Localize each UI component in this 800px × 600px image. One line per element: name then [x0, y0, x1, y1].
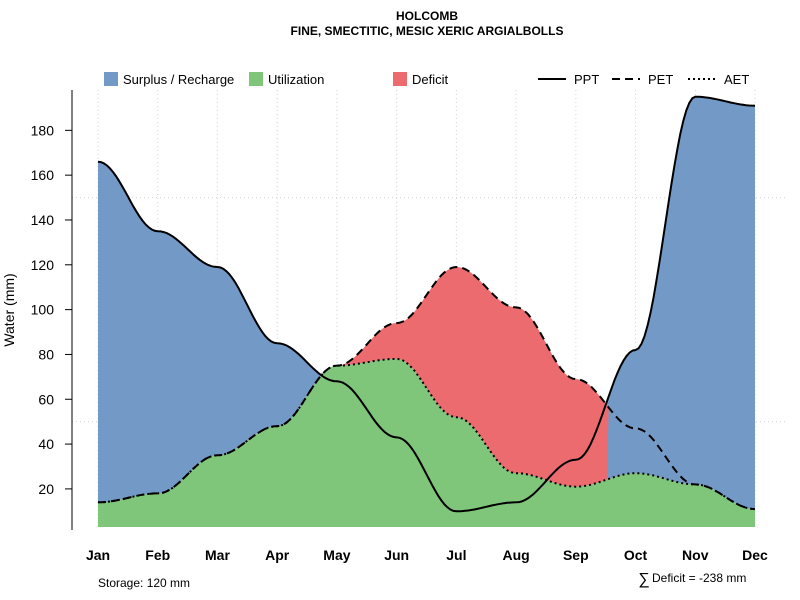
deficit-area [98, 267, 755, 510]
y-tick-label: 180 [31, 122, 55, 138]
x-tick-label: May [323, 547, 350, 563]
chart-title: HOLCOMB [396, 9, 458, 23]
y-tick-label: 160 [31, 167, 55, 183]
x-tick-label: Jan [86, 547, 110, 563]
legend-label: Surplus / Recharge [123, 72, 234, 87]
chart-subtitle: FINE, SMECTITIC, MESIC XERIC ARGIALBOLLS [291, 24, 564, 38]
y-tick-label: 40 [38, 436, 54, 452]
deficit-sum-symbol: ∑ [638, 571, 649, 588]
legend: Surplus / Recharge Utilization Deficit PPT P… [104, 72, 749, 87]
x-tick-label: Aug [502, 547, 529, 563]
x-tick-label: Sep [563, 547, 589, 563]
series-pet-line [98, 265, 756, 511]
tick-layer: 20 40 60 80 100 120 140 160 180 Jan Feb Mar Apr May Ju… [31, 122, 768, 563]
x-tick-label: Dec [742, 547, 768, 563]
x-tick-label: Oct [624, 547, 648, 563]
legend-label: Utilization [268, 72, 324, 87]
legend-label: Deficit [412, 72, 449, 87]
x-tick-label: Feb [145, 547, 170, 563]
y-tick-label: 20 [38, 481, 54, 497]
legend-swatch [104, 72, 118, 86]
y-axis-label: Water (mm) [1, 273, 17, 346]
x-tick-label: Apr [265, 547, 290, 563]
y-tick-label: 140 [31, 212, 55, 228]
legend-swatch [393, 72, 407, 86]
x-tick-label: Jun [384, 547, 409, 563]
y-tick-label: 120 [31, 257, 55, 273]
y-tick-label: 80 [38, 346, 54, 362]
x-tick-label: Nov [682, 547, 709, 563]
legend-swatch [249, 72, 263, 86]
legend-label: PPT [574, 72, 599, 87]
legend-label: PET [648, 72, 673, 87]
y-tick-label: 60 [38, 391, 54, 407]
deficit-total: Deficit = -238 mm [652, 571, 746, 585]
storage-note: Storage: 120 mm [98, 576, 190, 590]
area-layer [98, 96, 755, 527]
x-tick-label: Mar [205, 547, 230, 563]
y-tick-label: 100 [31, 302, 55, 318]
series-ppt-line [97, 95, 756, 513]
x-tick-label: Jul [446, 547, 466, 563]
surplus-area [98, 96, 755, 510]
legend-label: AET [724, 72, 749, 87]
line-layer [97, 95, 756, 513]
